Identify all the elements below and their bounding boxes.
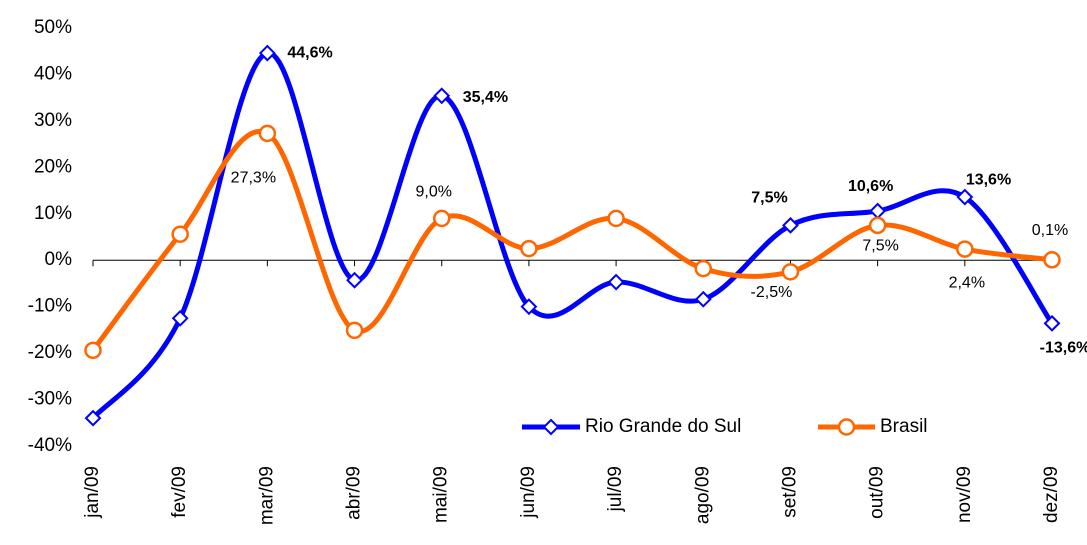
series: 44,6% 35,4% 7,5% 10,6% 13,6% -13,6% — [84, 44, 1087, 427]
legend-label: Rio Grande do Sul — [585, 416, 741, 437]
data-label: 44,6% — [287, 44, 332, 61]
y-tick-label: 50% — [34, 17, 72, 38]
series: 27,3% 9,0% -2,5% 7,5% 2,4% 0,1% — [84, 124, 1068, 360]
y-tick-label: 0% — [45, 249, 73, 270]
data-label: 13,6% — [966, 171, 1011, 188]
x-tick-label: mai/09 — [431, 466, 452, 523]
y-tick-label: 40% — [34, 63, 72, 84]
data-label: 7,5% — [751, 190, 787, 207]
marker — [346, 271, 363, 289]
y-tick-label: 10% — [34, 203, 72, 224]
data-label: 10,6% — [848, 178, 893, 195]
data-label: 2,4% — [949, 274, 985, 291]
y-tick-label: -10% — [28, 296, 72, 317]
x-tick-label: nov/09 — [954, 466, 975, 523]
marker — [520, 298, 538, 316]
x-tick-label: abr/09 — [344, 466, 365, 520]
marker — [781, 263, 800, 281]
data-label: 27,3% — [231, 170, 276, 187]
y-tick-label: 20% — [34, 156, 72, 177]
data-label: -13,6% — [1040, 340, 1087, 357]
y-tick-label: -30% — [28, 389, 72, 410]
marker — [694, 259, 713, 278]
data-label: 7,5% — [862, 238, 898, 255]
data-label: 0,1% — [1032, 222, 1068, 239]
data-label: -2,5% — [751, 284, 793, 301]
line — [91, 50, 1055, 420]
x-tick-label: jun/09 — [518, 466, 539, 519]
marker — [956, 188, 974, 206]
marker — [171, 225, 189, 243]
marker — [782, 216, 799, 234]
marker — [607, 273, 625, 291]
x-tick-label: set/09 — [779, 466, 800, 518]
marker — [869, 202, 887, 220]
x-tick-label: dez/09 — [1041, 466, 1062, 523]
x-tick-label: jan/09 — [82, 466, 103, 519]
x-tick-label: out/09 — [867, 466, 888, 519]
marker — [84, 341, 102, 360]
marker — [433, 87, 451, 105]
y-tick-label: -20% — [28, 342, 72, 363]
legend-label: Brasil — [880, 416, 928, 437]
y-tick-label: -40% — [28, 435, 72, 456]
legend-marker — [837, 418, 856, 436]
data-label: 9,0% — [415, 184, 451, 201]
legend-marker — [542, 418, 560, 436]
marker — [258, 124, 277, 143]
marker — [84, 409, 102, 427]
x-tick-label: fev/09 — [169, 466, 190, 518]
marker — [956, 240, 974, 258]
marker — [868, 216, 887, 235]
marker — [345, 321, 364, 340]
marker — [258, 44, 276, 62]
data-label: 35,4% — [463, 89, 508, 106]
marker — [694, 290, 712, 308]
marker — [520, 239, 538, 258]
x-tick-label: ago/09 — [692, 466, 713, 524]
marker — [607, 209, 625, 228]
marker — [171, 309, 189, 327]
x-tick-label: mar/09 — [256, 466, 277, 525]
marker — [432, 209, 451, 228]
x-tick-label: jul/09 — [605, 466, 626, 512]
marker — [1043, 251, 1061, 269]
line — [91, 128, 1053, 352]
y-tick-label: 30% — [34, 110, 72, 131]
marker — [1043, 314, 1061, 332]
